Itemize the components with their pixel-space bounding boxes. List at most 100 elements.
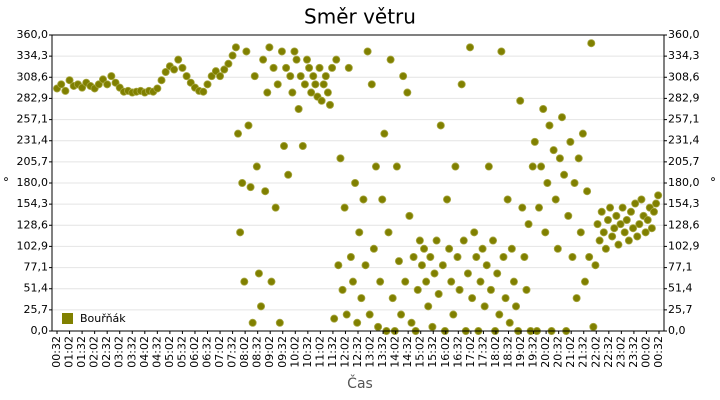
point: [482, 261, 491, 270]
y-tick-label: 282,9: [17, 91, 49, 104]
point: [549, 146, 558, 155]
y-tick-label: 102,9: [17, 239, 49, 252]
point: [282, 63, 291, 72]
point: [522, 285, 531, 294]
point: [234, 129, 243, 138]
point: [438, 261, 447, 270]
point: [161, 68, 170, 77]
x-tick-label: 05:02: [163, 336, 176, 368]
point: [103, 80, 112, 89]
point: [153, 84, 162, 93]
point: [478, 244, 487, 253]
point: [300, 80, 309, 89]
point: [654, 191, 663, 200]
point: [430, 269, 439, 278]
y2-tick-label: 180,0: [668, 176, 700, 189]
y-tick-label: 180,0: [17, 176, 49, 189]
y2-tick-label: 205,7: [668, 155, 700, 168]
x-tick-label: 06:32: [201, 336, 214, 368]
y-tick-label: 77,1: [24, 261, 49, 274]
x-tick-label: 23:02: [614, 336, 627, 368]
x-tick-label: 16:32: [451, 336, 464, 368]
point: [428, 322, 437, 331]
point: [157, 76, 166, 85]
point: [231, 43, 240, 52]
y-tick-label: 205,7: [17, 155, 49, 168]
x-tick-label: 17:02: [464, 336, 477, 368]
y-tick-label: 25,7: [24, 303, 49, 316]
x-tick-label: 18:32: [501, 336, 514, 368]
point: [357, 294, 366, 303]
x-tick-label: 08:02: [238, 336, 251, 368]
x-tick-label: 19:32: [527, 336, 540, 368]
point: [305, 63, 314, 72]
y-tick-label: 334,3: [17, 49, 49, 62]
point: [280, 141, 289, 150]
point: [595, 236, 604, 245]
point: [388, 294, 397, 303]
y2-tick-label: 154,3: [668, 197, 700, 210]
point: [302, 55, 311, 64]
y2-axis-label: °: [710, 176, 716, 190]
point: [415, 236, 424, 245]
point: [263, 88, 272, 97]
y2-tick-label: 231,4: [668, 134, 700, 147]
points: [53, 39, 663, 335]
point: [359, 195, 368, 204]
x-tick-label: 07:02: [213, 336, 226, 368]
point: [578, 129, 587, 138]
x-tick-label: 12:02: [338, 336, 351, 368]
point: [392, 162, 401, 171]
point: [61, 86, 70, 95]
point: [242, 47, 251, 56]
point: [384, 228, 393, 237]
point: [528, 162, 537, 171]
point: [570, 178, 579, 187]
point: [248, 318, 257, 327]
x-tick-label: 15:02: [414, 336, 427, 368]
point: [367, 80, 376, 89]
point: [618, 203, 627, 212]
point: [539, 105, 548, 114]
point: [321, 72, 330, 81]
x-tick-label: 13:02: [364, 336, 377, 368]
point: [574, 154, 583, 163]
x-tick-label: 20:32: [552, 336, 565, 368]
point: [530, 137, 539, 146]
point: [449, 310, 458, 319]
point: [555, 154, 564, 163]
point: [254, 269, 263, 278]
point: [311, 80, 320, 89]
point: [484, 162, 493, 171]
x-tick-label: 16:02: [439, 336, 452, 368]
point: [399, 72, 408, 81]
point: [564, 211, 573, 220]
y-tick-label: 231,4: [17, 134, 49, 147]
point: [170, 65, 179, 74]
point: [319, 80, 328, 89]
y-tick-label: 257,1: [17, 113, 49, 126]
point: [325, 100, 334, 109]
x-tick-label: 09:32: [276, 336, 289, 368]
point: [261, 187, 270, 196]
point: [107, 72, 116, 81]
point: [641, 228, 650, 237]
point: [457, 80, 466, 89]
x-tick-label: 23:32: [627, 336, 640, 368]
point: [426, 252, 435, 261]
point: [509, 277, 518, 286]
x-tick-label: 22:32: [602, 336, 615, 368]
point: [338, 285, 347, 294]
point: [576, 228, 585, 237]
point: [472, 252, 481, 261]
point: [228, 51, 237, 60]
point: [236, 228, 245, 237]
point: [501, 294, 510, 303]
x-tick-label: 00:02: [639, 336, 652, 368]
x-tick-label: 12:32: [351, 336, 364, 368]
chart-title: Směr větru: [304, 5, 416, 29]
y2-tick-label: 77,1: [668, 261, 693, 274]
point: [317, 96, 326, 105]
point: [244, 121, 253, 130]
